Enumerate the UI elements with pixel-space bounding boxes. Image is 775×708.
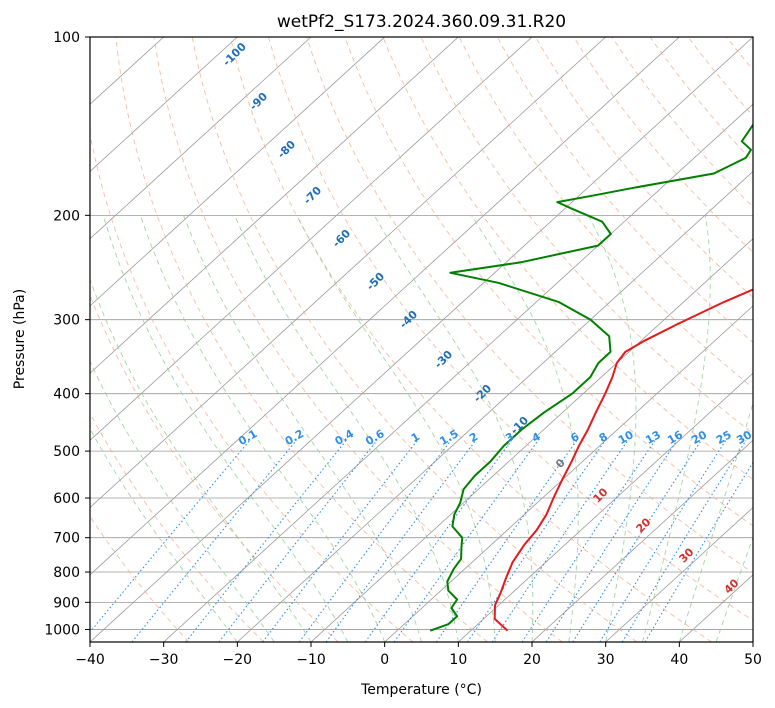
y-tick-label: 800 [53,565,80,581]
dry-adiabat-line [90,515,190,642]
isotherm-line [531,439,753,642]
moist-adiabat-line [102,215,349,642]
y-tick-label: 1000 [44,622,80,638]
x-axis-label: Temperature (°C) [360,682,482,698]
temperature-profile-line [493,288,753,632]
mixing-ratio-line [131,440,297,642]
x-tick-label: −30 [149,652,179,668]
x-tick-label: −40 [75,652,105,668]
dry-adiabat-line [497,37,753,343]
mixing-ratio-line [325,440,476,642]
background-lines [90,37,775,642]
moist-adiabat-line [373,215,534,642]
mixing-ratio-line [572,440,702,642]
axis-ticks: −40 −30 −20 −10 0 10 20 30 40 50 100 200 300 400 500 60… [44,30,762,668]
chart-title: wetPf2_S173.2024.360.09.31.R20 [277,12,566,32]
y-tick-label: 200 [53,208,80,224]
mixing-ratio-line [435,440,578,642]
moist-adiabat-line [234,215,459,642]
isotherm-line [90,37,533,441]
isotherm-line [90,37,312,240]
y-tick-label: 600 [53,491,80,507]
dry-adiabat-line [344,37,753,527]
x-tick-label: 30 [597,652,615,668]
dry-adiabat-line [115,37,488,642]
isotherm-line [90,37,459,374]
mixing-ratio-line [521,440,656,642]
moist-adiabat-line [588,215,637,642]
moist-adiabat-line [140,215,386,642]
dry-adiabat-line [306,37,753,574]
dewpoint-profile-line [429,123,753,632]
moist-adiabat-line [471,215,579,642]
isotherm-line [90,37,385,307]
mixing-ratio-line [364,440,512,642]
mixing-ratio-line [90,440,251,633]
moist-adiabat-line [715,536,753,642]
mixing-ratio-line [599,440,727,642]
isotherm-line [752,641,753,642]
moist-adiabat-line [183,215,422,642]
moist-adiabat-line [90,427,238,642]
dry-adiabat-line [268,37,753,622]
dry-adiabat-line [765,37,775,642]
isotherm-line [90,37,238,172]
x-tick-label: 20 [523,652,541,668]
y-tick-label: 400 [53,387,80,403]
dry-adiabat-line [90,412,264,642]
profile-lines [429,123,753,632]
dry-adiabat-line [458,37,753,389]
x-tick-label: 50 [744,652,762,668]
dry-adiabat-line [191,37,638,642]
x-tick-label: 40 [670,652,688,668]
y-axis-label: Pressure (hPa) [12,289,28,389]
moist-adiabat-line [90,278,312,642]
y-tick-label: 500 [53,444,80,460]
y-tick-label: 300 [53,313,80,329]
mixing-ratio-line [621,440,747,642]
y-tick-label: 700 [53,531,80,547]
mixing-ratio-line [644,461,753,642]
isotherm-line [163,103,753,642]
mixing-ratio-line [467,440,606,642]
mixing-ratio-line [545,440,678,642]
x-tick-label: 0 [380,652,389,668]
y-tick-label: 100 [53,30,80,46]
mixing-ratio-line [218,440,378,642]
isotherm-line [310,238,753,642]
x-tick-label: −20 [223,652,253,668]
isotherm-line [90,37,753,642]
x-tick-label: 10 [449,652,467,668]
moist-adiabat-line [678,401,753,642]
isotherm-line [90,37,606,509]
x-tick-label: −10 [296,652,326,668]
plot-frame [89,36,754,643]
y-tick-label: 900 [53,595,80,611]
moist-adiabat-line [90,360,275,642]
dry-adiabat-line [382,37,753,480]
isotherm-line [90,37,680,576]
dry-adiabat-line [420,37,753,434]
dry-adiabat-line [229,37,712,642]
dry-adiabat-line [153,37,563,642]
isotherm-line [237,170,753,642]
isotherm-line [605,507,753,642]
moist-adiabat-line [642,215,711,642]
mixing-ratio-line [491,440,629,642]
isotherm-line [384,305,753,642]
isotherm-line [458,372,753,642]
